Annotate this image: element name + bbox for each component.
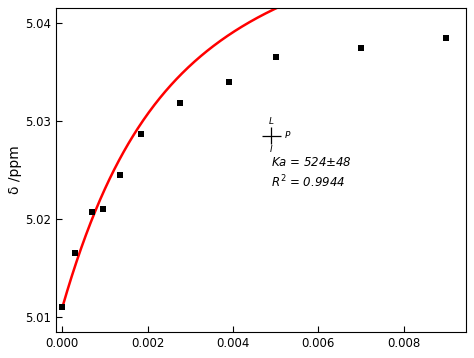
Point: [137, 131, 145, 137]
Point: [272, 54, 280, 60]
Text: P: P: [284, 131, 290, 140]
Point: [72, 251, 79, 256]
Text: $Ka$ = 524$\pm$48: $Ka$ = 524$\pm$48: [272, 156, 353, 169]
Point: [357, 45, 365, 50]
Point: [59, 304, 66, 310]
Point: [225, 79, 233, 85]
Text: L: L: [269, 117, 274, 126]
Text: I: I: [270, 145, 273, 154]
Point: [89, 209, 96, 215]
Point: [176, 101, 183, 106]
Point: [443, 35, 450, 40]
Text: $R^2$ = 0.9944: $R^2$ = 0.9944: [272, 174, 346, 190]
Point: [116, 172, 124, 178]
Y-axis label: δ /ppm: δ /ppm: [9, 146, 22, 194]
Point: [99, 207, 107, 212]
